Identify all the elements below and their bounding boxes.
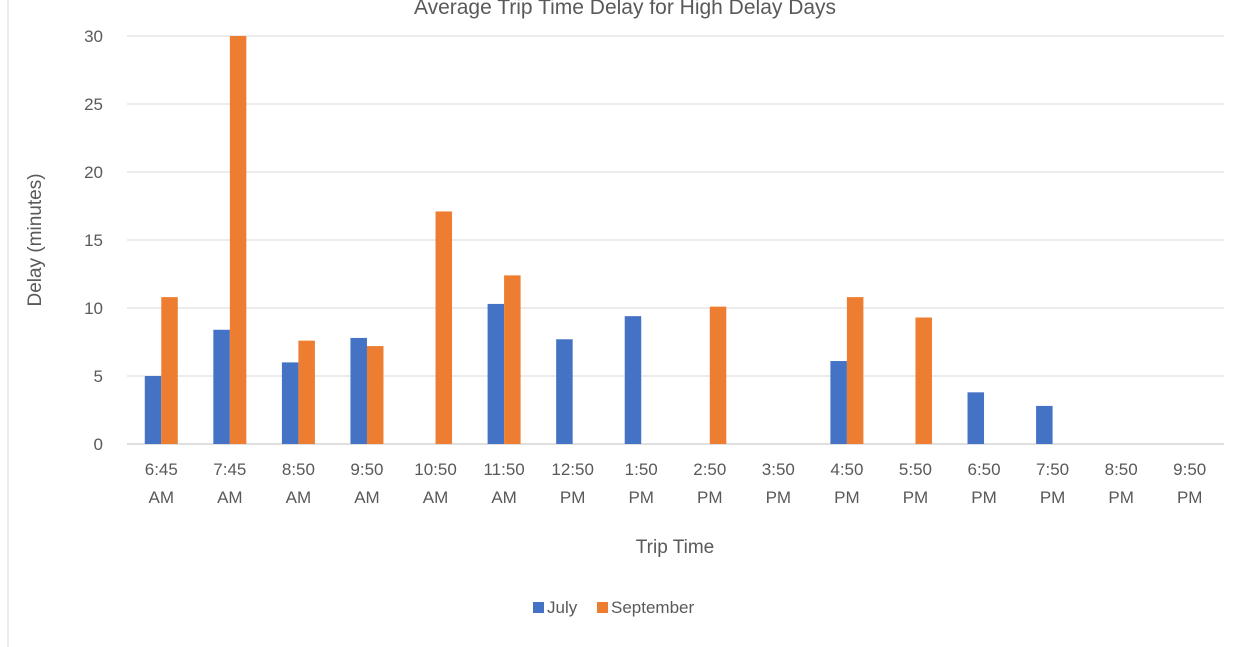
bar-september (915, 317, 932, 444)
bar-july (350, 337, 367, 444)
y-tick-label: 25 (84, 95, 103, 114)
y-tick-label: 0 (94, 435, 103, 454)
y-tick-label: 30 (84, 27, 103, 46)
x-tick-label: 1:50 PM (625, 460, 658, 507)
y-tick-label: 20 (84, 163, 103, 182)
bars (144, 36, 1053, 444)
bar-september (298, 340, 315, 444)
y-tick-label: 10 (84, 299, 103, 318)
legend-item-september: September (597, 598, 694, 617)
legend: July September (533, 598, 694, 617)
bar-july (213, 329, 230, 444)
x-tick-label: 8:50 AM (282, 460, 315, 507)
x-tick-label: 9:50 PM (1173, 460, 1206, 507)
bar-july (281, 362, 299, 444)
bar-september (161, 297, 178, 444)
bar-july (830, 361, 847, 444)
legend-swatch (533, 602, 544, 613)
x-tick-label: 5:50 PM (899, 460, 932, 507)
bar-july (624, 316, 642, 444)
bar-july (144, 376, 162, 444)
bar-september (435, 211, 453, 444)
x-axis-title: Trip Time (636, 537, 714, 558)
y-axis-ticks: 0 5 10 15 20 25 30 (84, 27, 103, 454)
y-tick-label: 5 (94, 367, 103, 386)
legend-item-july: July (533, 598, 578, 617)
x-tick-label: 6:50 PM (967, 460, 1000, 507)
x-tick-label: 10:50 AM (414, 460, 457, 507)
bar-september (366, 346, 384, 444)
x-tick-label: 12:50 PM (551, 460, 594, 507)
legend-swatch (597, 602, 608, 613)
bar-september (229, 36, 247, 444)
x-tick-label: 11:50 AM (483, 460, 524, 507)
bar-july (556, 339, 573, 444)
bar-july (1036, 405, 1053, 444)
bar-july (487, 303, 505, 444)
bar-september (709, 306, 727, 444)
x-tick-label: 7:45 AM (213, 460, 246, 507)
legend-label: September (611, 598, 694, 617)
bar-september (846, 297, 864, 444)
bar-september (504, 275, 521, 444)
bar-july (967, 392, 985, 444)
x-tick-label: 2:50 PM (693, 460, 726, 507)
y-axis-title: Delay (minutes) (25, 173, 46, 306)
x-tick-label: 6:45 AM (145, 460, 178, 507)
x-axis-ticks: 6:45 AM 7:45 AM 8:50 AM 9:50 AM 10:50 AM 11:50 AM 12… (145, 460, 1207, 507)
x-tick-label: 9:50 AM (350, 460, 383, 507)
y-tick-label: 15 (84, 231, 103, 250)
legend-label: July (547, 598, 578, 617)
x-tick-label: 4:50 PM (830, 460, 863, 507)
x-tick-label: 8:50 PM (1105, 460, 1138, 507)
x-tick-label: 7:50 PM (1036, 460, 1069, 507)
chart-title: Average Trip Time Delay for High Delay D… (414, 0, 836, 19)
x-tick-label: 3:50 PM (762, 460, 795, 507)
